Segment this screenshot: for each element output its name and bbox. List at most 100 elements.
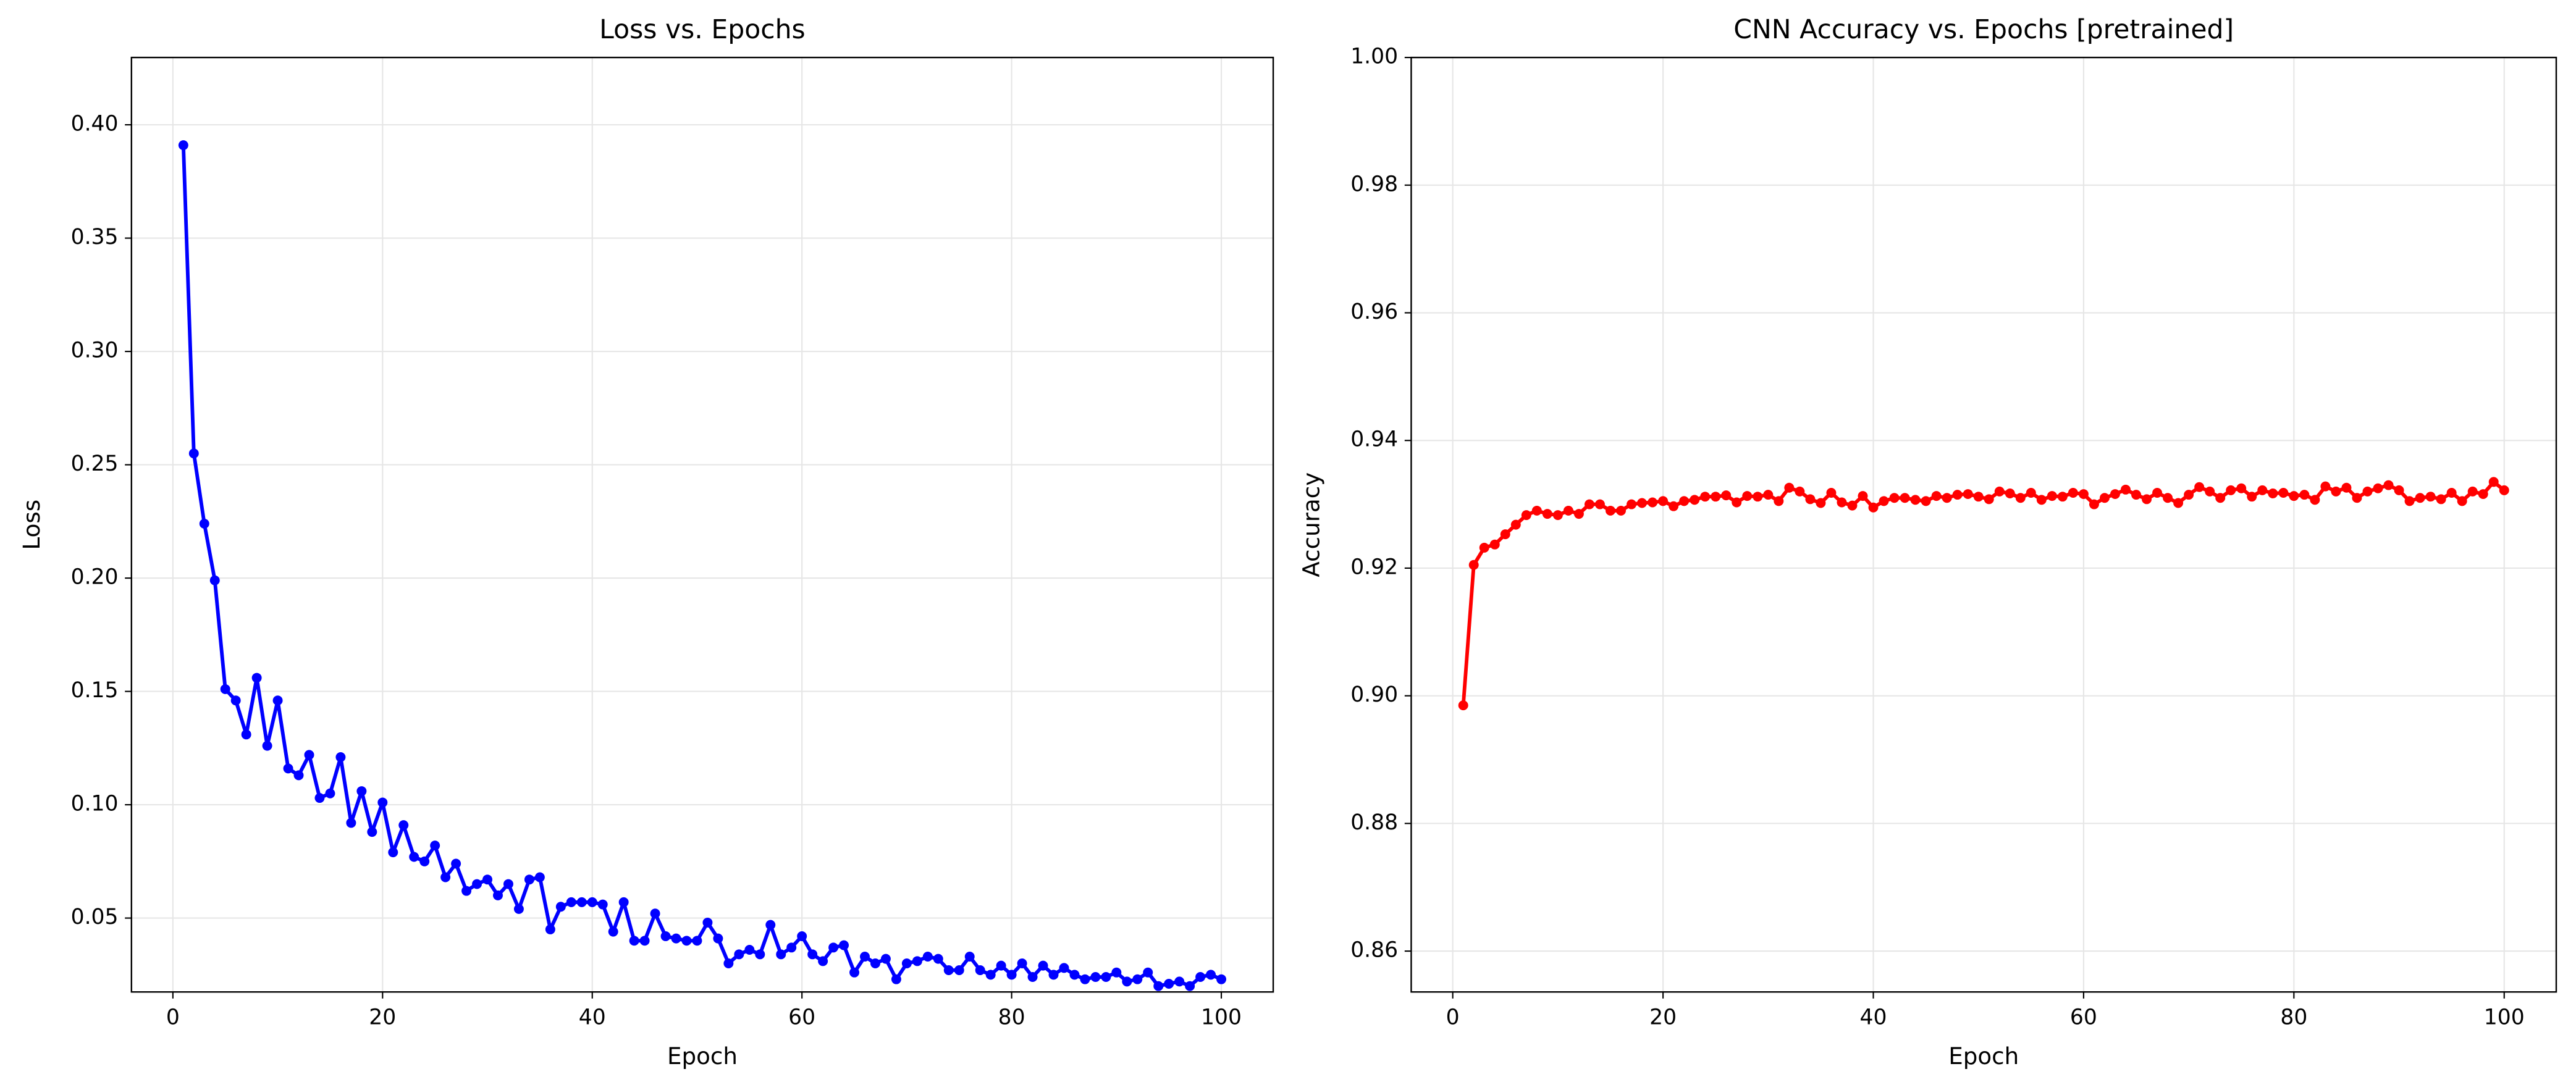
y-tick-label: 0.90 [1350, 682, 1398, 707]
data-point [776, 949, 786, 960]
data-point [513, 903, 524, 914]
data-point [524, 874, 534, 885]
data-point [2478, 489, 2488, 500]
data-point [975, 965, 985, 975]
data-point [818, 956, 828, 966]
data-point [1500, 529, 1510, 540]
data-point [272, 695, 283, 706]
data-point [2057, 492, 2068, 502]
y-tick-label: 0.40 [71, 112, 119, 136]
data-point [734, 949, 744, 960]
y-axis-label: Accuracy [1297, 472, 1324, 577]
data-point [597, 899, 608, 910]
data-point [1627, 499, 1637, 509]
data-point [1889, 493, 1900, 503]
data-point [2436, 494, 2446, 505]
data-point [230, 695, 241, 706]
data-point [241, 729, 251, 740]
data-point [2078, 489, 2089, 500]
x-tick-label: 100 [1201, 1005, 1242, 1029]
data-point [702, 917, 713, 928]
data-point [2236, 483, 2247, 493]
data-point [419, 856, 430, 866]
y-tick-label: 0.15 [71, 678, 119, 703]
data-point [2026, 488, 2036, 498]
data-point [1973, 492, 1984, 502]
data-point [576, 897, 587, 907]
data-point [1531, 505, 1542, 516]
x-tick-label: 0 [1446, 1005, 1460, 1029]
x-axis-label: Epoch [667, 1042, 738, 1070]
data-point [440, 872, 451, 882]
data-point [901, 958, 912, 968]
data-point [1952, 490, 1963, 500]
x-tick-label: 20 [369, 1005, 396, 1029]
data-point [2268, 488, 2278, 498]
data-point [1594, 499, 1605, 509]
data-point [1690, 495, 1700, 505]
data-point [1573, 509, 1584, 519]
data-point [1795, 486, 1805, 497]
data-point [293, 770, 304, 781]
data-point [482, 874, 493, 885]
data-point [2152, 488, 2163, 498]
data-point [2299, 490, 2310, 500]
data-point [933, 954, 943, 964]
y-tick-label: 0.98 [1350, 172, 1398, 196]
data-point [849, 967, 860, 978]
data-point [1921, 496, 1931, 506]
x-tick-label: 20 [1649, 1005, 1677, 1029]
x-tick-label: 80 [998, 1005, 1025, 1029]
data-point [2131, 490, 2142, 500]
data-point [1479, 542, 1489, 553]
x-tick-label: 0 [166, 1005, 180, 1029]
data-point [1174, 976, 1185, 987]
data-point [629, 936, 639, 946]
data-point [2257, 485, 2268, 495]
data-point [1774, 496, 1784, 506]
data-point [2205, 486, 2215, 497]
x-tick-label: 40 [579, 1005, 606, 1029]
data-point [755, 949, 765, 960]
data-point [880, 954, 891, 964]
data-point [1816, 498, 1826, 508]
x-tick-label: 60 [2070, 1005, 2097, 1029]
data-point [2015, 493, 2026, 503]
data-point [954, 965, 964, 975]
data-point [451, 858, 461, 869]
data-point [860, 952, 870, 962]
data-point [2215, 493, 2226, 503]
data-point [1858, 491, 1868, 501]
data-point [1984, 494, 1994, 505]
data-point [1721, 490, 1732, 501]
data-point [472, 879, 482, 889]
y-tick-label: 0.86 [1350, 938, 1398, 963]
data-point [922, 952, 933, 962]
y-tick-label: 0.92 [1350, 555, 1398, 579]
data-point [1101, 972, 1111, 982]
data-point [608, 926, 618, 937]
data-point [1122, 976, 1132, 987]
data-point [2467, 486, 2478, 497]
data-point [209, 575, 220, 585]
data-point [304, 750, 314, 760]
y-tick-label: 0.25 [71, 451, 119, 476]
data-point [2341, 482, 2352, 493]
data-point [1458, 700, 1468, 711]
data-point [797, 931, 807, 941]
data-point [1900, 493, 1910, 503]
data-point [262, 740, 272, 751]
data-point [1521, 510, 1531, 521]
data-point [283, 763, 293, 774]
data-point [367, 827, 377, 837]
y-tick-label: 0.20 [71, 565, 119, 590]
data-point [713, 933, 723, 944]
data-point [1606, 505, 1615, 516]
y-tick-label: 0.94 [1350, 427, 1398, 452]
data-point [2331, 486, 2341, 497]
data-point [723, 958, 734, 968]
data-point [870, 958, 880, 968]
data-point [618, 897, 629, 907]
data-point [2110, 489, 2120, 500]
